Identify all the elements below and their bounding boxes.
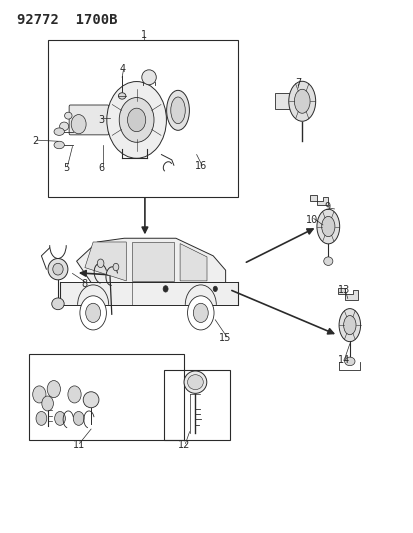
Text: 13: 13 xyxy=(337,286,349,295)
Text: 16: 16 xyxy=(194,161,206,171)
Text: 2: 2 xyxy=(32,136,38,146)
Circle shape xyxy=(36,411,47,425)
Ellipse shape xyxy=(83,392,99,408)
Bar xyxy=(29,354,184,440)
Text: 10: 10 xyxy=(306,215,318,224)
Ellipse shape xyxy=(294,89,309,114)
Ellipse shape xyxy=(52,298,64,310)
Text: 9: 9 xyxy=(323,202,329,212)
Ellipse shape xyxy=(54,141,64,149)
Circle shape xyxy=(187,296,214,330)
Circle shape xyxy=(68,386,81,403)
Circle shape xyxy=(73,411,84,425)
Ellipse shape xyxy=(316,209,339,244)
Ellipse shape xyxy=(344,357,354,366)
Text: 7: 7 xyxy=(294,78,301,87)
Circle shape xyxy=(119,98,154,142)
Text: 1: 1 xyxy=(141,30,147,39)
Text: 4: 4 xyxy=(119,64,125,74)
Circle shape xyxy=(163,286,168,292)
Text: 15: 15 xyxy=(219,334,231,343)
Text: 11: 11 xyxy=(72,440,85,450)
Text: 8: 8 xyxy=(82,279,88,288)
Ellipse shape xyxy=(288,81,315,122)
Ellipse shape xyxy=(54,128,64,135)
Bar xyxy=(163,370,229,440)
Polygon shape xyxy=(85,242,126,281)
Circle shape xyxy=(213,286,217,292)
Circle shape xyxy=(55,411,65,425)
Ellipse shape xyxy=(141,70,156,85)
Circle shape xyxy=(71,115,86,134)
Ellipse shape xyxy=(59,122,69,131)
Polygon shape xyxy=(60,282,237,305)
Circle shape xyxy=(107,82,166,158)
Ellipse shape xyxy=(170,97,185,124)
Text: 12: 12 xyxy=(178,440,190,450)
Ellipse shape xyxy=(338,309,360,342)
Polygon shape xyxy=(310,195,328,205)
Polygon shape xyxy=(180,244,206,281)
Ellipse shape xyxy=(166,90,189,130)
Text: 3: 3 xyxy=(98,115,104,125)
Ellipse shape xyxy=(343,316,355,335)
Ellipse shape xyxy=(118,93,126,99)
Ellipse shape xyxy=(323,257,332,265)
FancyBboxPatch shape xyxy=(69,105,109,135)
Text: 6: 6 xyxy=(98,163,104,173)
Ellipse shape xyxy=(183,371,206,393)
Ellipse shape xyxy=(53,263,63,275)
Polygon shape xyxy=(76,238,225,282)
Ellipse shape xyxy=(64,112,72,119)
Circle shape xyxy=(85,303,100,322)
Circle shape xyxy=(193,303,208,322)
Polygon shape xyxy=(132,242,173,281)
Circle shape xyxy=(113,263,119,271)
Bar xyxy=(47,40,237,197)
Circle shape xyxy=(42,396,53,411)
Circle shape xyxy=(33,386,46,403)
FancyBboxPatch shape xyxy=(275,93,293,109)
Circle shape xyxy=(127,108,145,132)
Text: 14: 14 xyxy=(337,355,349,365)
Ellipse shape xyxy=(321,216,334,237)
Ellipse shape xyxy=(48,259,68,280)
Circle shape xyxy=(97,259,104,268)
Text: 5: 5 xyxy=(63,163,69,173)
Ellipse shape xyxy=(187,375,203,390)
Circle shape xyxy=(80,296,106,330)
Text: 92772  1700B: 92772 1700B xyxy=(17,13,117,27)
Polygon shape xyxy=(60,284,237,305)
Polygon shape xyxy=(337,288,357,300)
Circle shape xyxy=(47,381,60,398)
